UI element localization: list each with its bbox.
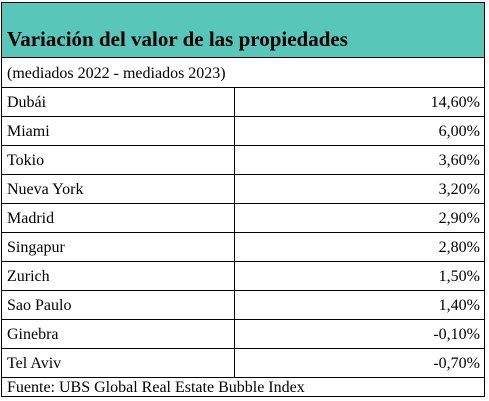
table-row: Tokio 3,60% (2, 146, 484, 175)
value-cell: 1,50% (438, 268, 480, 285)
table-row: Singapur 2,80% (2, 233, 484, 262)
table-title-bar: Variación del valor de las propiedades (2, 3, 484, 58)
column-divider (234, 233, 235, 261)
table-title: Variación del valor de las propiedades (7, 27, 348, 51)
table-row: Ginebra -0,10% (2, 320, 484, 349)
city-cell: Sao Paulo (7, 297, 72, 314)
city-cell: Ginebra (7, 326, 59, 343)
city-cell: Tel Aviv (7, 355, 62, 372)
city-cell: Singapur (7, 239, 65, 256)
table-source: Fuente: UBS Global Real Estate Bubble In… (7, 379, 305, 396)
table-row: Dubái 14,60% (2, 88, 484, 117)
column-divider (234, 117, 235, 145)
table-row: Nueva York 3,20% (2, 175, 484, 204)
value-cell: -0,70% (433, 355, 480, 372)
value-cell: 6,00% (438, 123, 480, 140)
column-divider (234, 349, 235, 377)
value-cell: -0,10% (433, 326, 480, 343)
property-value-table: Variación del valor de las propiedades (… (1, 2, 485, 397)
value-cell: 2,90% (438, 210, 480, 227)
value-cell: 3,60% (438, 152, 480, 169)
table-subtitle-bar: (mediados 2022 - mediados 2023) (2, 58, 484, 88)
table-source-bar: Fuente: UBS Global Real Estate Bubble In… (2, 378, 484, 398)
column-divider (234, 204, 235, 232)
city-cell: Zurich (7, 268, 50, 285)
table-body: Dubái 14,60% Miami 6,00% Tokio 3,60% Nueva Yor… (2, 88, 484, 378)
column-divider (234, 146, 235, 174)
value-cell: 2,80% (438, 239, 480, 256)
city-cell: Miami (7, 123, 50, 140)
column-divider (234, 175, 235, 203)
city-cell: Madrid (7, 210, 55, 227)
table-row: Sao Paulo 1,40% (2, 291, 484, 320)
table-row: Miami 6,00% (2, 117, 484, 146)
table-subtitle: (mediados 2022 - mediados 2023) (7, 65, 226, 82)
column-divider (234, 291, 235, 319)
table-row: Zurich 1,50% (2, 262, 484, 291)
value-cell: 14,60% (430, 94, 480, 111)
city-cell: Nueva York (7, 181, 84, 198)
city-cell: Dubái (7, 94, 47, 111)
column-divider (234, 88, 235, 116)
value-cell: 1,40% (438, 297, 480, 314)
column-divider (234, 320, 235, 348)
table-row: Tel Aviv -0,70% (2, 349, 484, 378)
table-row: Madrid 2,90% (2, 204, 484, 233)
value-cell: 3,20% (438, 181, 480, 198)
column-divider (234, 262, 235, 290)
city-cell: Tokio (7, 152, 45, 169)
